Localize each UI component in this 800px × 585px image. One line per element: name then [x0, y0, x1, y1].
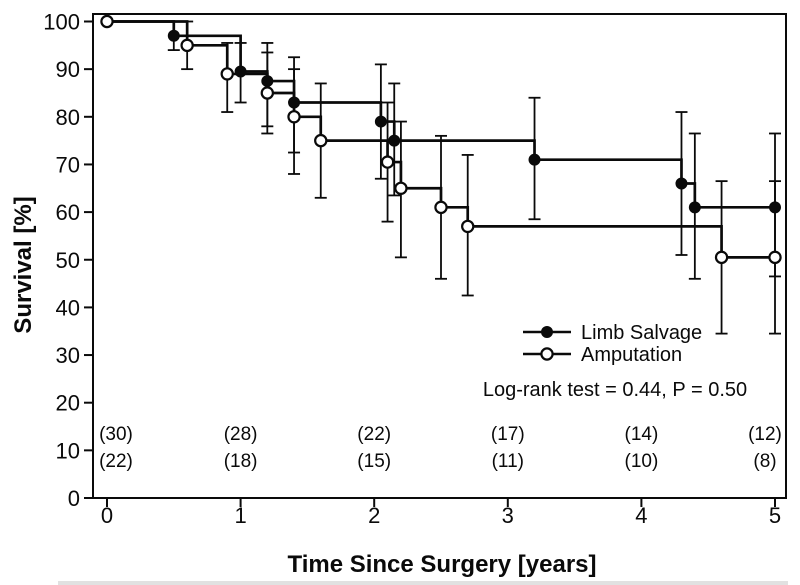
x-tick-label: 2: [368, 503, 380, 528]
filled-circle-marker: [688, 201, 701, 214]
filled-circle-marker: [374, 115, 387, 128]
x-tick-label: 3: [502, 503, 514, 528]
at-risk-count-amputation: (18): [224, 451, 258, 472]
y-tick-label: 100: [43, 10, 80, 35]
at-risk-count-limb-salvage: (22): [357, 424, 391, 445]
at-risk-count-limb-salvage: (30): [99, 424, 133, 445]
y-tick-label: 60: [56, 200, 80, 225]
at-risk-count-amputation: (11): [492, 451, 524, 472]
x-tick-label: 5: [769, 503, 781, 528]
filled-circle-marker: [288, 96, 301, 109]
plot-border: [92, 13, 787, 499]
x-tick-label: 4: [635, 503, 647, 528]
y-axis-title: Survival [%]: [10, 196, 37, 333]
at-risk-count-amputation: (15): [357, 451, 391, 472]
open-circle-marker: [180, 38, 194, 53]
at-risk-count-amputation: (22): [99, 451, 133, 472]
y-tick-label: 30: [56, 343, 80, 368]
at-risk-counts: (30) (22) (28) (18) (22) (15) (17) (11) (14) (10)…: [99, 424, 782, 472]
open-circle-icon: [540, 347, 554, 361]
y-tick-label: 50: [56, 248, 80, 273]
legend: Limb Salvage Amputation: [523, 322, 702, 366]
open-circle-marker: [100, 14, 114, 29]
filled-circle-marker: [675, 177, 688, 190]
y-tick-label: 90: [56, 57, 80, 82]
open-circle-marker: [768, 250, 782, 265]
filled-circle-marker: [528, 153, 541, 166]
scan-artifact-strip: [58, 581, 788, 585]
open-circle-marker: [394, 181, 408, 195]
open-circle-marker: [314, 133, 328, 148]
legend-label-amputation: Amputation: [581, 344, 682, 366]
step-curve-amputation: [107, 20, 775, 259]
open-circle-marker: [461, 219, 475, 234]
open-circle-marker: [380, 155, 395, 169]
log-rank-annotation: Log-rank test = 0.44, P = 0.50: [483, 379, 747, 401]
error-bars: [167, 20, 781, 335]
at-risk-count-amputation: (8): [753, 451, 776, 472]
open-circle-marker: [260, 86, 275, 100]
filled-circle-icon: [541, 326, 553, 338]
y-axis-ticks: 0 10 20 30 40 50 60 70 80 90 100: [43, 10, 92, 511]
open-circle-marker: [714, 250, 729, 265]
x-tick-label: 0: [101, 503, 113, 528]
at-risk-count-limb-salvage: (14): [625, 424, 659, 445]
y-tick-label: 70: [56, 152, 80, 177]
filled-circle-marker: [769, 201, 781, 214]
y-tick-label: 0: [68, 486, 80, 511]
x-axis-ticks: 0 1 2 3 4 5: [101, 499, 781, 528]
y-tick-label: 10: [56, 438, 80, 463]
at-risk-count-limb-salvage: (28): [224, 424, 258, 445]
x-axis-title: Time Since Surgery [years]: [287, 551, 596, 578]
at-risk-count-limb-salvage: (17): [491, 424, 525, 445]
data-point-markers: [100, 14, 782, 265]
y-tick-label: 80: [56, 105, 80, 130]
open-circle-marker: [287, 110, 301, 124]
open-circle-marker: [220, 67, 234, 81]
x-tick-label: 1: [234, 503, 246, 528]
open-circle-marker: [434, 200, 448, 215]
filled-circle-marker: [234, 65, 247, 78]
filled-circle-marker: [388, 134, 401, 147]
filled-circle-marker: [167, 29, 180, 42]
y-tick-label: 40: [56, 295, 80, 320]
filled-circle-marker: [261, 75, 274, 88]
legend-label-limb-salvage: Limb Salvage: [581, 322, 702, 344]
at-risk-count-limb-salvage: (12): [748, 424, 782, 445]
y-tick-label: 20: [56, 391, 80, 416]
at-risk-count-amputation: (10): [625, 451, 659, 472]
